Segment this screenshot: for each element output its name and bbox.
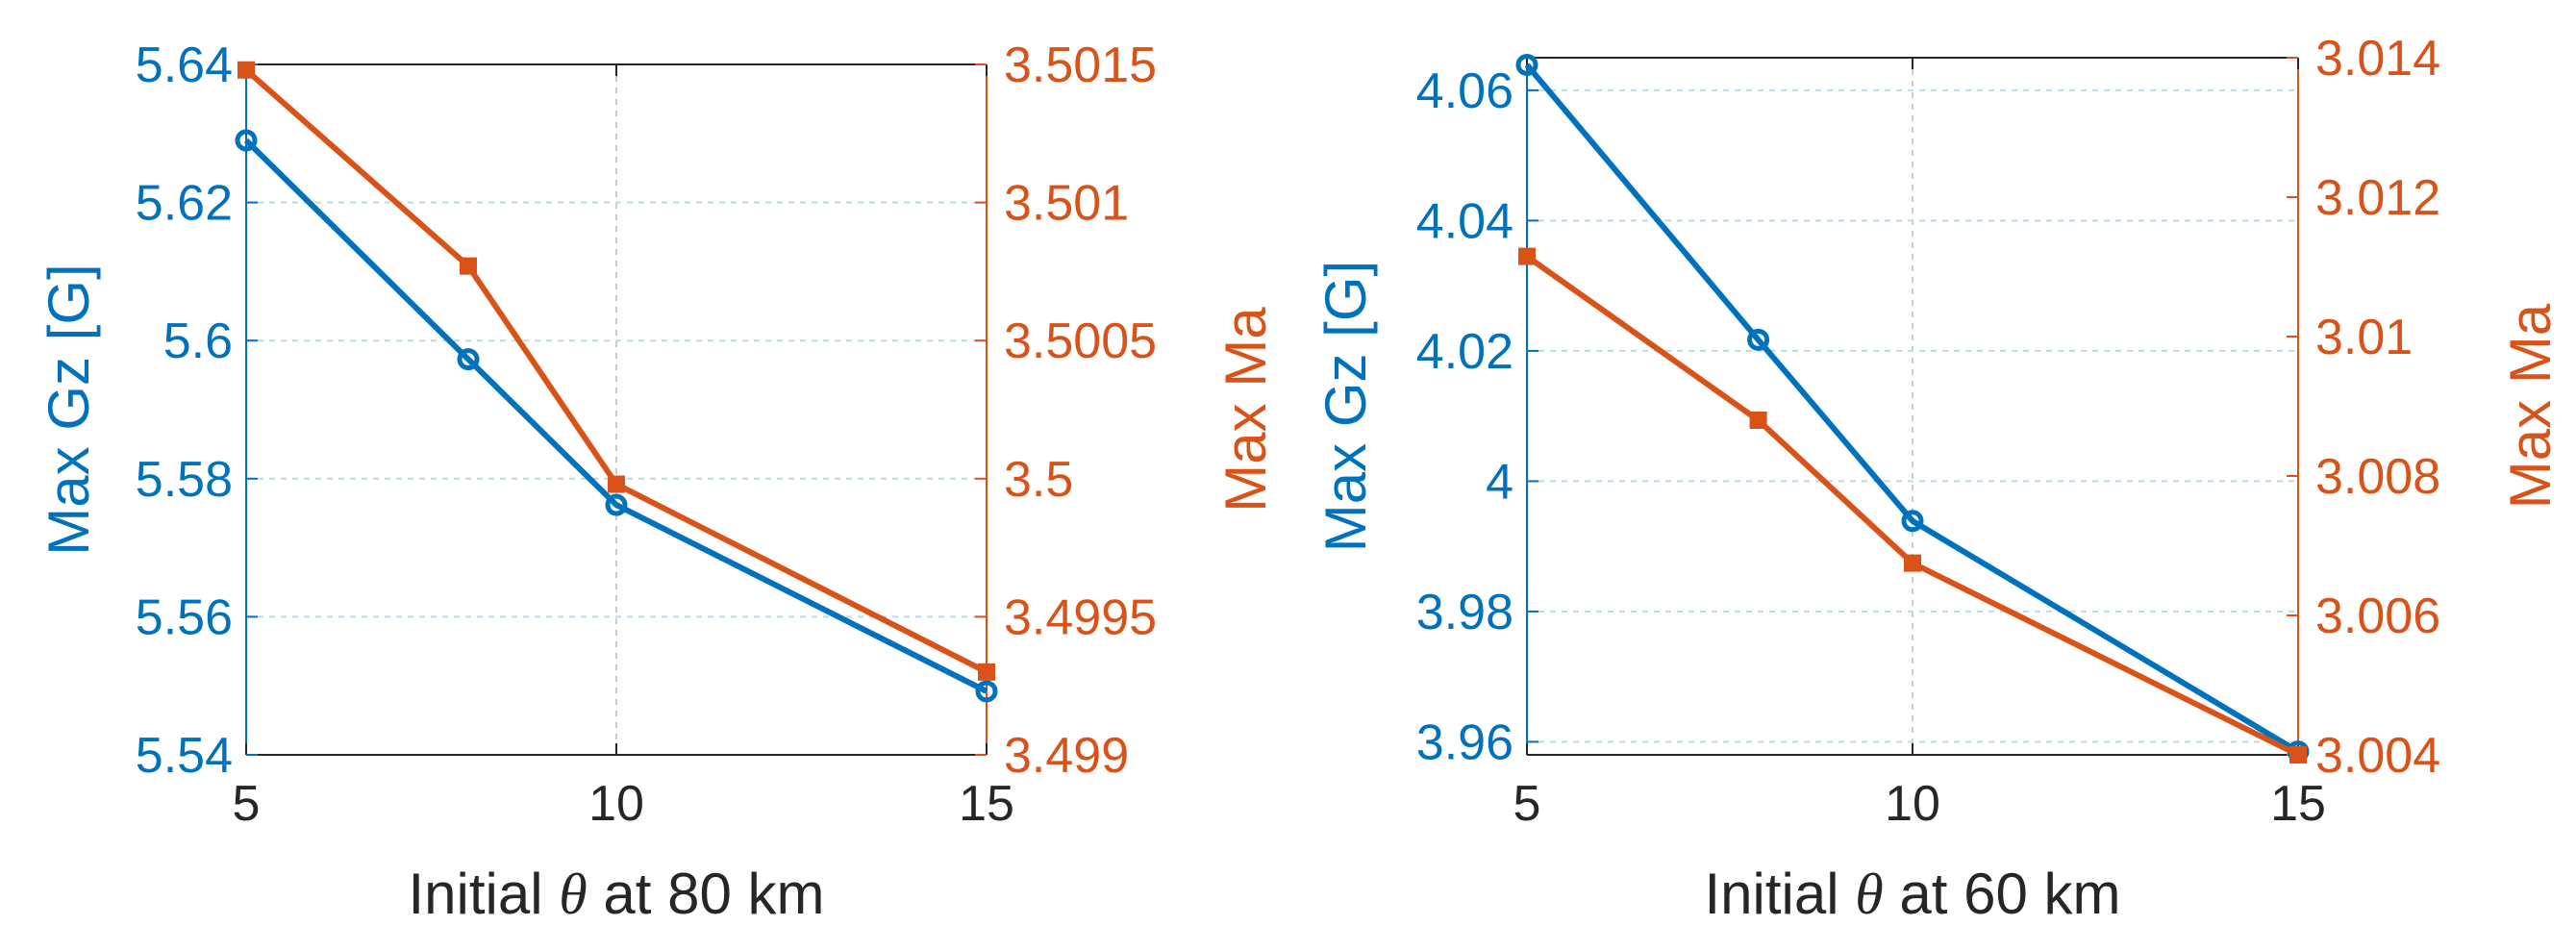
right-y-tick-label: 3.5005 bbox=[1004, 313, 1157, 369]
right-y-tick-label: 3.014 bbox=[2315, 31, 2440, 87]
x-axis-label-part: Initial bbox=[1704, 862, 1855, 926]
x-tick-label: 10 bbox=[588, 776, 644, 832]
max-ma-series-line bbox=[244, 67, 988, 675]
max-gz-series-line bbox=[1524, 63, 2300, 755]
right-y-tick-label: 3.01 bbox=[2315, 310, 2413, 365]
x-tick-label: 15 bbox=[959, 776, 1014, 832]
left-y-axis-label: Max Gz [G] bbox=[37, 263, 101, 555]
right-y-tick-label: 3.006 bbox=[2315, 588, 2440, 644]
max-gz-series-line bbox=[243, 138, 988, 694]
max-gz-point bbox=[1515, 53, 1538, 76]
left-y-tick-label: 5.54 bbox=[136, 728, 233, 784]
x-axis-label: Initial θ at 80 km bbox=[408, 862, 824, 926]
x-tick-label: 5 bbox=[1513, 776, 1541, 832]
left-y-tick-label: 4 bbox=[1486, 454, 1513, 510]
max-ma-point bbox=[1518, 247, 1536, 265]
left-y-tick-label: 3.96 bbox=[1416, 714, 1513, 770]
x-axis-label-part: at 60 km bbox=[1884, 862, 2121, 926]
max-gz-point bbox=[235, 129, 258, 152]
max-ma-point bbox=[460, 257, 477, 275]
max-gz-point bbox=[605, 493, 628, 516]
right-y-tick-label: 3.4995 bbox=[1004, 589, 1157, 645]
max-gz-point bbox=[1901, 510, 1924, 533]
x-tick-label: 5 bbox=[233, 776, 261, 832]
max-ma-point bbox=[1904, 554, 1921, 572]
left-y-tick-label: 4.02 bbox=[1416, 324, 1513, 380]
left-y-axis-label: Max Gz [G] bbox=[1313, 261, 1378, 552]
left-y-tick-label: 3.98 bbox=[1416, 585, 1513, 640]
right-y-tick-label: 3.004 bbox=[2315, 728, 2440, 784]
max-ma-point bbox=[1749, 412, 1767, 429]
max-ma-point bbox=[978, 663, 995, 681]
max-ma-series-line bbox=[1525, 254, 2300, 758]
x-axis-label: Initial θ at 60 km bbox=[1704, 862, 2120, 926]
x-axis-label-part: Initial bbox=[408, 862, 559, 926]
right-y-axis-label: Max Ma bbox=[2498, 303, 2563, 509]
x-tick-label: 15 bbox=[2270, 776, 2326, 832]
left-y-tick-label: 5.56 bbox=[136, 589, 233, 645]
max-ma-point bbox=[2289, 746, 2307, 763]
chart-panel-80km: 5 10 15 5.54 5.56 5.58 5.6 5.62 5.64 3.499 3.4995 3… bbox=[37, 38, 1278, 926]
left-y-tick-label: 5.64 bbox=[136, 38, 233, 93]
left-y-tick-label: 4.04 bbox=[1416, 193, 1513, 249]
left-y-tick-label: 4.06 bbox=[1416, 63, 1513, 119]
right-y-tick-label: 3.012 bbox=[2315, 170, 2440, 226]
right-y-axis-label: Max Ma bbox=[1213, 307, 1278, 513]
theta-symbol: θ bbox=[559, 863, 587, 926]
theta-symbol: θ bbox=[1855, 863, 1883, 926]
x-tick-label: 10 bbox=[1885, 776, 1940, 832]
max-gz-point bbox=[457, 348, 480, 371]
right-y-tick-label: 3.499 bbox=[1004, 728, 1129, 784]
left-y-tick-label: 5.6 bbox=[163, 313, 233, 369]
right-y-tick-label: 3.501 bbox=[1004, 176, 1129, 232]
max-gz-point bbox=[975, 680, 998, 703]
max-gz-point bbox=[1747, 328, 1770, 351]
right-y-tick-label: 3.5 bbox=[1004, 452, 1073, 508]
left-y-tick-label: 5.62 bbox=[136, 176, 233, 232]
x-axis-label-part: at 80 km bbox=[588, 862, 825, 926]
chart-panel-60km: 5 10 15 3.96 3.98 4 4.02 4.04 4.06 3.004 3.006 3.00… bbox=[1313, 31, 2563, 926]
left-y-tick-label: 5.58 bbox=[136, 452, 233, 508]
right-y-tick-label: 3.008 bbox=[2315, 449, 2440, 505]
max-ma-point bbox=[608, 475, 625, 493]
right-y-tick-label: 3.5015 bbox=[1004, 38, 1157, 93]
max-ma-point bbox=[238, 61, 255, 79]
